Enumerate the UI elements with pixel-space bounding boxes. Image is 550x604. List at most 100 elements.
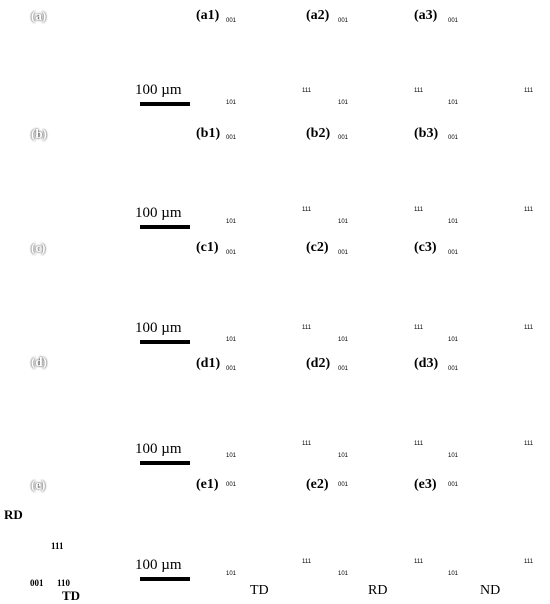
scale-bar-b [140,225,190,229]
corner-label-left-e1: 101 [226,571,237,577]
corner-label-right-d1: 111 [302,441,312,447]
corner-label-left-a3: 101 [448,100,459,106]
corner-label-top-e3: 001 [448,482,459,488]
pole-label-b2: (b2) [306,126,331,141]
corner-label-top-d3: 001 [448,366,459,372]
pole-label-b3: (b3) [414,126,439,141]
pole-label-c1: (c1) [196,240,219,255]
corner-label-right-a1: 111 [302,88,312,94]
corner-label-top-e1: 001 [226,482,237,488]
pole-figure-d1 [230,374,300,453]
corner-label-right-a3: 111 [524,88,534,94]
scale-text-d: 100 µm [135,441,182,457]
pole-figure-e2 [342,490,412,571]
corner-label-left-d1: 101 [226,453,237,459]
scale-bar-e [140,577,190,581]
legend-tri-001: 001 [30,578,44,588]
corner-label-right-b2: 111 [414,207,424,213]
pole-label-a2: (a2) [306,8,330,23]
pole-figure-outline-d1 [229,373,301,453]
pole-label-d1: (d1) [196,356,221,371]
map-label-a: (a) [31,8,47,23]
corner-label-right-c2: 111 [414,325,424,331]
corner-label-top-e2: 001 [338,482,349,488]
corner-label-left-b3: 101 [448,219,459,225]
column-label-nd: ND [480,583,501,598]
highlight-circle-d3 [502,426,521,444]
pole-label-d3: (d3) [414,356,439,371]
ipf-color-key [36,549,67,577]
pole-label-d2: (d2) [306,356,331,371]
corner-label-left-c2: 101 [338,337,349,343]
pole-figure-c2 [342,258,412,337]
highlight-circle-e2 [380,530,399,549]
pole-label-c3: (c3) [414,240,437,255]
corner-label-right-c3: 111 [524,325,534,331]
pole-figure-outline-c1 [229,257,301,337]
corner-label-left-d2: 101 [338,453,349,459]
scale-text-e: 100 µm [135,557,182,573]
corner-label-left-e2: 101 [338,571,349,577]
pole-figure-outline-c3 [451,257,523,337]
corner-label-top-b1: 001 [226,135,237,141]
pole-figure-outline-b1 [229,142,301,219]
corner-label-right-e3: 111 [524,559,534,565]
legend-axis-td: TD [62,588,81,603]
corner-label-right-e1: 111 [302,559,312,565]
scale-text-a: 100 µm [135,82,182,98]
pole-figure-b1 [230,143,300,219]
pole-figure-a1 [230,26,300,100]
pole-label-e2: (e2) [306,477,329,492]
pole-figure-outline-e3 [451,489,523,571]
corner-label-top-d2: 001 [338,366,349,372]
corner-label-left-c3: 101 [448,337,459,343]
corner-label-right-c1: 111 [302,325,312,331]
pole-figure-outline-e1 [229,489,301,571]
corner-label-top-c3: 001 [448,250,459,256]
corner-label-left-a1: 101 [226,100,237,106]
pole-figure-outline-c2 [341,257,413,337]
pole-figure-c1 [230,258,300,337]
pole-figure-c3 [452,258,522,337]
pole-label-e1: (e1) [196,477,219,492]
map-label-b: (b) [31,126,47,141]
pole-figure-outline-e2 [341,489,413,571]
corner-label-left-b1: 101 [226,219,237,225]
corner-label-right-b1: 111 [302,207,312,213]
pole-figure-a3 [452,26,522,100]
legend-axis-rd: RD [4,507,23,522]
legend-tri-111: 111 [51,541,64,551]
scale-text-c: 100 µm [135,320,182,336]
corner-label-right-d3: 111 [524,441,534,447]
scale-bar-c [140,340,190,344]
pole-label-a1: (a1) [196,8,220,23]
pole-figure-e3 [452,490,522,571]
corner-label-right-d2: 111 [414,441,424,447]
pole-label-a3: (a3) [414,8,438,23]
pole-figure-b2 [342,143,412,219]
legend-tri-110: 110 [57,578,71,588]
corner-label-right-a2: 111 [414,88,424,94]
pole-figure-outline-a1 [229,25,301,100]
pole-figure-outline-b3 [451,142,523,219]
column-label-rd: RD [368,583,388,598]
corner-label-top-c2: 001 [338,250,349,256]
corner-label-top-b2: 001 [338,135,349,141]
scale-text-b: 100 µm [135,205,182,221]
column-label-td: TD [250,583,269,598]
corner-label-left-e3: 101 [448,571,459,577]
corner-label-top-d1: 001 [226,366,237,372]
pole-figure-outline-b2 [341,142,413,219]
pole-figure-outline-a2 [341,25,413,100]
corner-label-right-e2: 111 [414,559,424,565]
scale-bar-a [140,102,190,106]
corner-label-left-c1: 101 [226,337,237,343]
pole-label-b1: (b1) [196,126,221,141]
map-label-d: (d) [31,354,47,369]
corner-label-top-b3: 001 [448,135,459,141]
pole-figure-d2 [342,374,412,453]
pole-figure-outline-d2 [341,373,413,453]
corner-label-top-a1: 001 [226,18,237,24]
